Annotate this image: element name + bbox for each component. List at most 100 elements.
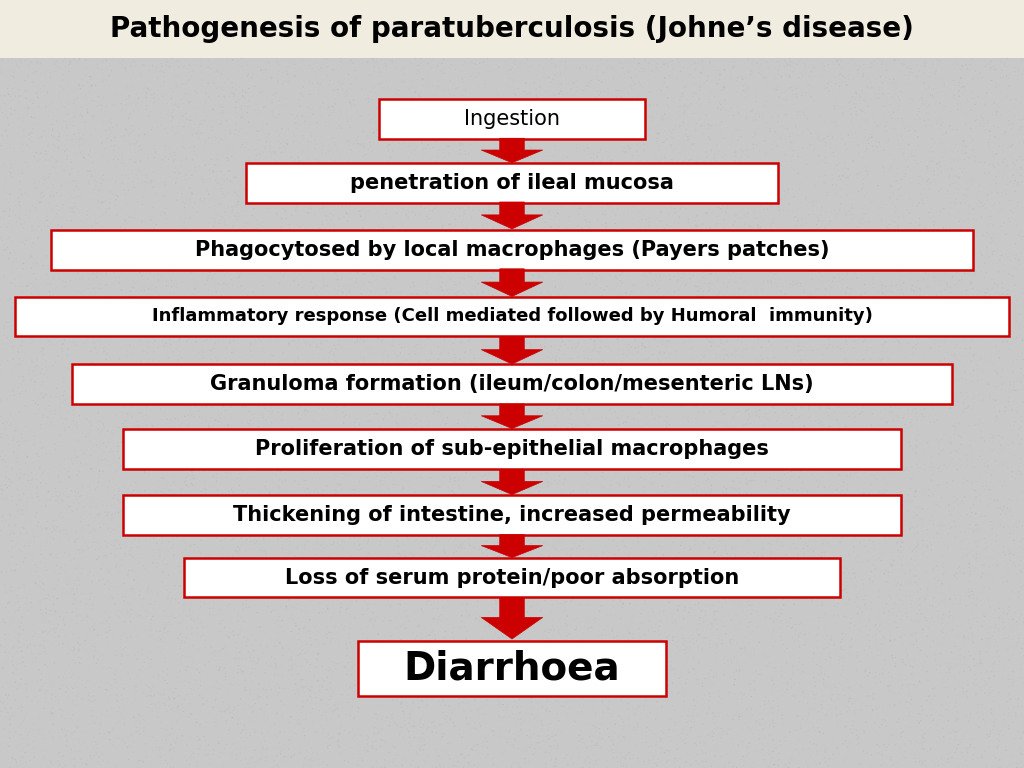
Point [815, 753, 831, 766]
Point [410, 389, 426, 401]
Polygon shape [481, 336, 543, 364]
Point [859, 747, 876, 760]
Point [937, 703, 953, 716]
Point [683, 758, 699, 768]
Point [492, 134, 508, 147]
Point [457, 31, 473, 44]
Point [476, 734, 493, 746]
Point [355, 356, 372, 369]
Point [644, 554, 660, 566]
Point [796, 386, 812, 399]
Point [535, 442, 551, 454]
Point [726, 690, 742, 702]
Point [286, 130, 302, 142]
Point [180, 88, 197, 100]
Point [341, 688, 357, 700]
Point [101, 174, 118, 186]
Point [731, 283, 748, 295]
Point [572, 202, 589, 214]
Point [198, 734, 214, 746]
Point [162, 265, 178, 277]
Point [453, 157, 469, 169]
Point [708, 572, 724, 584]
Point [716, 343, 732, 356]
Point [912, 616, 929, 628]
Point [964, 545, 980, 558]
Point [103, 134, 120, 147]
Point [296, 8, 312, 20]
Point [33, 674, 49, 686]
Point [611, 94, 628, 107]
Point [67, 197, 83, 210]
Point [943, 558, 959, 571]
Point [251, 516, 267, 528]
Point [730, 740, 746, 753]
Point [570, 208, 587, 220]
Point [179, 24, 196, 36]
Point [549, 93, 565, 105]
Point [474, 5, 490, 18]
Point [23, 484, 39, 496]
Point [889, 615, 905, 627]
Point [150, 268, 166, 280]
Point [669, 544, 685, 556]
Point [331, 280, 347, 292]
Point [847, 465, 863, 477]
Point [502, 53, 518, 65]
Point [394, 137, 411, 150]
Point [695, 62, 712, 74]
Point [409, 746, 425, 759]
Point [53, 180, 70, 192]
Point [82, 508, 98, 520]
Point [701, 502, 718, 514]
Point [525, 581, 542, 594]
Point [634, 435, 650, 447]
Point [395, 198, 412, 210]
Point [719, 390, 735, 402]
Point [334, 443, 350, 455]
Point [643, 251, 659, 263]
Point [426, 645, 442, 657]
Point [167, 274, 183, 286]
Point [670, 52, 686, 65]
Point [143, 174, 160, 187]
Point [598, 220, 614, 233]
Point [689, 280, 706, 293]
Point [425, 760, 441, 768]
Point [803, 289, 819, 301]
Point [730, 178, 746, 190]
Point [159, 663, 175, 675]
Point [345, 361, 361, 373]
Point [139, 447, 156, 459]
Point [29, 448, 45, 460]
Point [413, 565, 429, 578]
Point [82, 144, 98, 157]
Point [557, 313, 573, 325]
Point [865, 112, 882, 124]
Point [656, 71, 673, 84]
Point [240, 493, 256, 505]
Point [85, 742, 101, 754]
Point [791, 687, 807, 700]
Point [862, 320, 879, 333]
Point [140, 341, 157, 353]
Point [718, 7, 734, 19]
Point [867, 73, 884, 85]
Point [785, 650, 802, 662]
Point [786, 636, 803, 648]
Point [544, 254, 560, 266]
Point [108, 761, 124, 768]
Point [274, 642, 291, 654]
Point [830, 478, 847, 490]
Point [173, 484, 189, 496]
Point [840, 243, 856, 256]
Point [965, 126, 981, 138]
Point [713, 98, 729, 111]
Point [130, 92, 146, 104]
Point [734, 488, 751, 501]
Point [970, 624, 986, 637]
Point [595, 466, 611, 478]
Point [97, 535, 114, 548]
Point [949, 170, 966, 183]
Point [403, 528, 420, 540]
